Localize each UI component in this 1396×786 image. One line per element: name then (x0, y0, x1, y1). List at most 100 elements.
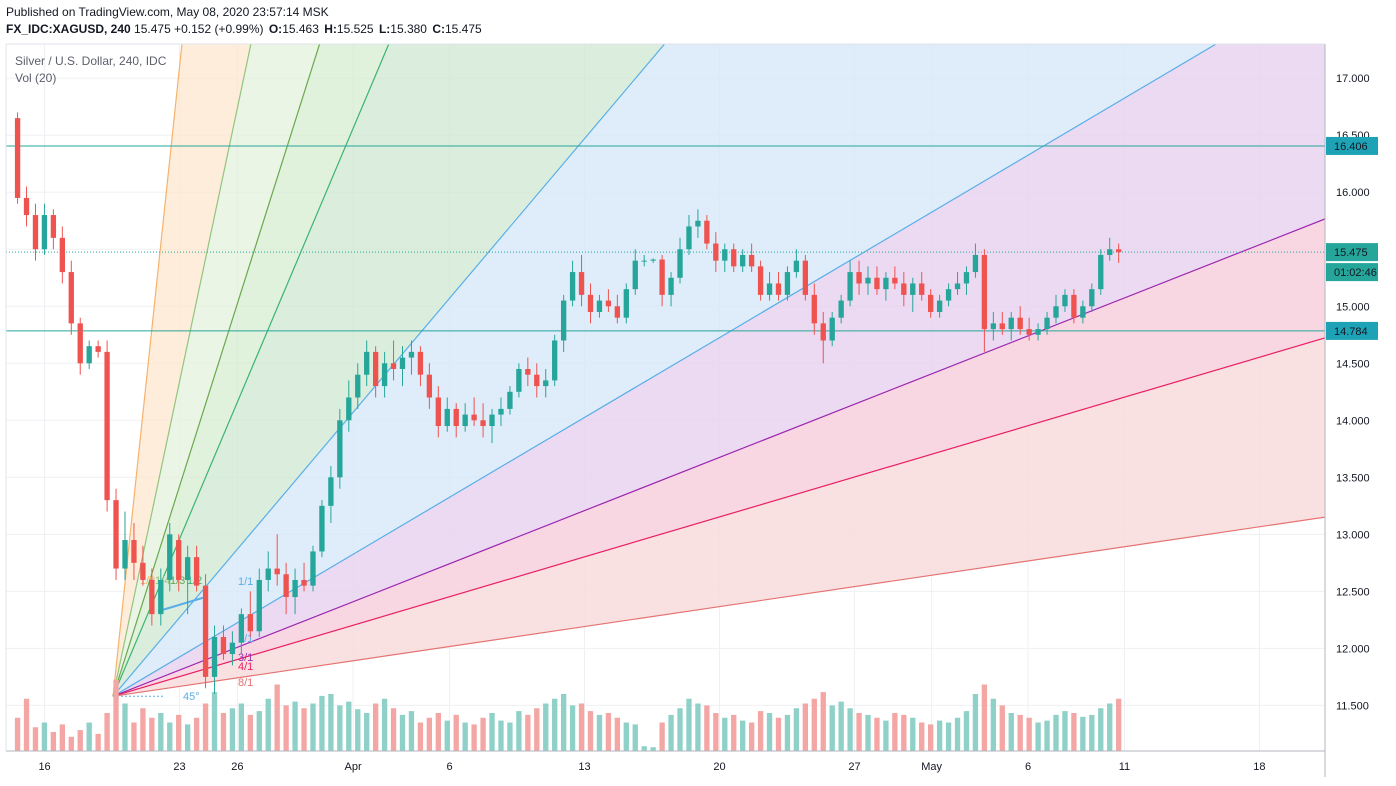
candle-body (417, 351, 424, 375)
low-label: L: (378, 22, 391, 36)
volume-bar (1080, 716, 1086, 751)
open-label: O: (268, 22, 283, 36)
price-tick-label: 17.000 (1336, 73, 1370, 85)
volume-bar (444, 720, 450, 751)
candle-body (641, 260, 647, 262)
volume-bar (95, 733, 101, 751)
candle-body (892, 277, 898, 284)
volume-bar (731, 714, 737, 751)
candle-body (623, 289, 629, 318)
volume-bar (32, 727, 39, 751)
volume-bar (596, 714, 603, 751)
volume-bar (632, 724, 638, 751)
candle-body (292, 579, 298, 598)
gann-fan (112, 44, 1325, 697)
candle-body (390, 363, 397, 369)
volume-bar (193, 717, 200, 751)
volume-bar (748, 722, 755, 751)
candle-body (480, 420, 486, 427)
volume-bar (695, 703, 701, 751)
candle-body (140, 562, 146, 580)
candle-body (704, 220, 710, 244)
volume-bar (793, 708, 800, 751)
header-bar: Published on TradingView.com, May 08, 20… (0, 0, 1396, 40)
candle-body (238, 614, 245, 643)
candle-body (775, 283, 782, 295)
volume-bar (784, 714, 791, 751)
price-tick-label: 13.500 (1336, 472, 1370, 484)
candle-body (793, 260, 800, 273)
candle-body (838, 300, 844, 318)
volume-bar (426, 717, 433, 751)
candle-body (364, 351, 370, 375)
volume-bar (140, 708, 146, 751)
candle-body (945, 289, 952, 301)
candle-body (650, 259, 656, 261)
candle-body (247, 614, 253, 632)
gann-ray (112, 337, 1325, 697)
candle-body (829, 317, 835, 341)
published-text: Published on TradingView.com, May 08, 20… (6, 5, 329, 19)
volume-bar (820, 692, 826, 751)
volume-bar (766, 713, 773, 751)
candle-body (1098, 254, 1104, 290)
volume-bar (337, 705, 343, 751)
volume-legend[interactable]: Vol (20) (15, 71, 57, 85)
volume-bar (525, 714, 531, 751)
candle-body (605, 300, 612, 307)
candle-body (68, 272, 74, 324)
candle-body (722, 249, 728, 261)
volume-bar (319, 695, 325, 751)
volume-bar (928, 724, 934, 751)
candle-body (471, 414, 477, 421)
candle-body (211, 636, 218, 677)
volume-bar (704, 705, 710, 751)
volume-bar (247, 714, 253, 751)
volume-bars (14, 679, 1122, 751)
last-price: 15.475 (134, 22, 171, 36)
candle-body (587, 294, 594, 312)
time-tick-label: 6 (446, 761, 452, 773)
symbol-name[interactable]: FX_IDC:XAGUSD, 240 (6, 22, 131, 36)
candle-body (1017, 317, 1023, 330)
volume-bar (86, 722, 92, 751)
volume-bar (605, 713, 612, 751)
candle-body (534, 374, 540, 387)
volume-bar (668, 714, 674, 751)
candle-body (784, 272, 791, 295)
countdown-badge-bg (1326, 263, 1378, 282)
volume-bar (480, 717, 486, 751)
candle-body (310, 551, 316, 586)
candle-body (453, 408, 459, 427)
candle-body (516, 368, 522, 392)
volume-bar (301, 708, 307, 751)
volume-bar (963, 711, 970, 751)
candle-body (936, 300, 943, 312)
volume-bar (874, 717, 880, 751)
candle-body (748, 254, 755, 267)
volume-bar (740, 720, 746, 751)
volume-bar (489, 713, 495, 751)
volume-bar (757, 711, 764, 751)
candle-body (552, 340, 558, 381)
volume-bar (578, 703, 585, 751)
gann-ray (112, 516, 1325, 697)
gann-ray (112, 44, 666, 697)
volume-bar (399, 714, 406, 751)
series-legend[interactable]: Silver / U.S. Dollar, 240, IDC (15, 54, 167, 68)
time-tick-label: 13 (578, 761, 590, 773)
volume-bar (677, 708, 683, 751)
volume-bar (990, 698, 997, 751)
volume-bar (176, 714, 182, 751)
candle-body (355, 374, 361, 398)
volume-bar (364, 713, 370, 751)
candle-body (337, 420, 343, 478)
volume-bar (1071, 713, 1077, 751)
candle-body (59, 237, 65, 273)
candle-body (668, 277, 674, 295)
candle-body (202, 585, 209, 677)
candle-body (1080, 306, 1086, 318)
candle-body (919, 283, 925, 295)
candle-body (847, 272, 853, 301)
